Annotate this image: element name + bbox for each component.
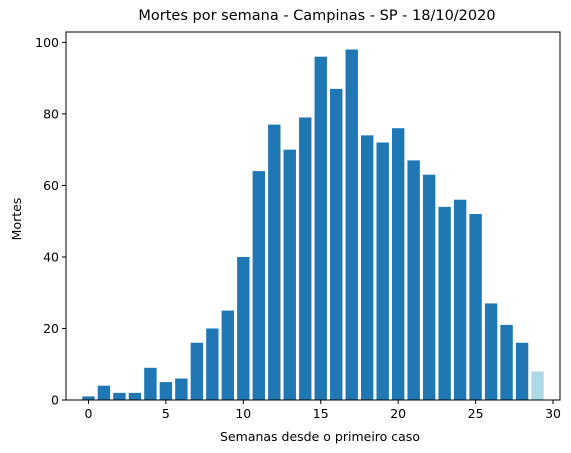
x-tick-label-15: 15: [313, 406, 329, 421]
bar-week-27: [500, 324, 513, 400]
bar-week-22: [422, 174, 436, 400]
bar-week-13: [283, 149, 296, 400]
bar-week-24: [453, 199, 467, 400]
y-tick-label-100: 100: [35, 35, 59, 50]
bar-week-15: [314, 56, 327, 400]
y-tick-label-40: 40: [43, 249, 59, 264]
bar-week-19: [376, 142, 389, 400]
bar-week-28: [515, 342, 529, 400]
x-tick-label-20: 20: [390, 406, 406, 421]
x-tick-label-5: 5: [162, 406, 170, 421]
bar-week-10: [237, 256, 250, 400]
y-tick-label-20: 20: [43, 321, 59, 336]
bar-week-17: [345, 49, 358, 401]
bar-week-0: [82, 396, 95, 400]
y-tick-label-0: 0: [51, 393, 59, 408]
bar-week-5: [159, 382, 173, 400]
bar-week-3: [128, 392, 142, 400]
bar-week-11: [252, 171, 265, 400]
y-axis-label: Mortes: [9, 198, 24, 241]
bar-week-7: [190, 342, 204, 400]
bar-week-16: [330, 88, 343, 400]
x-tick-label-0: 0: [84, 406, 92, 421]
x-axis: 0 5 10 15 20 25 30: [84, 400, 561, 421]
bar-week-20: [391, 128, 405, 400]
bar-week-12: [268, 124, 281, 400]
bars-group: [82, 49, 544, 401]
bar-week-6: [175, 378, 188, 400]
bar-week-14: [299, 117, 312, 401]
x-axis-label: Semanas desde o primeiro caso: [220, 429, 420, 444]
bar-week-2: [113, 392, 126, 400]
bar-week-25: [469, 214, 482, 400]
chart-title: Mortes por semana - Campinas - SP - 18/1…: [138, 8, 495, 24]
bar-week-9: [221, 310, 235, 400]
bar-week-4: [144, 367, 157, 400]
plot-frame: [65, 31, 561, 401]
bar-week-18: [361, 135, 374, 400]
x-tick-label-10: 10: [235, 406, 251, 421]
bar-week-29: [531, 371, 544, 400]
y-axis: 0 20 40 60 80 100: [35, 35, 66, 408]
bar-week-26: [484, 303, 498, 400]
bar-week-21: [407, 160, 420, 400]
bar-week-1: [97, 385, 111, 400]
y-tick-label-60: 60: [43, 178, 59, 193]
x-tick-label-25: 25: [468, 406, 484, 421]
bar-week-23: [438, 206, 451, 400]
bar-week-8: [206, 328, 219, 400]
x-tick-label-30: 30: [545, 406, 561, 421]
y-tick-label-80: 80: [43, 106, 59, 121]
